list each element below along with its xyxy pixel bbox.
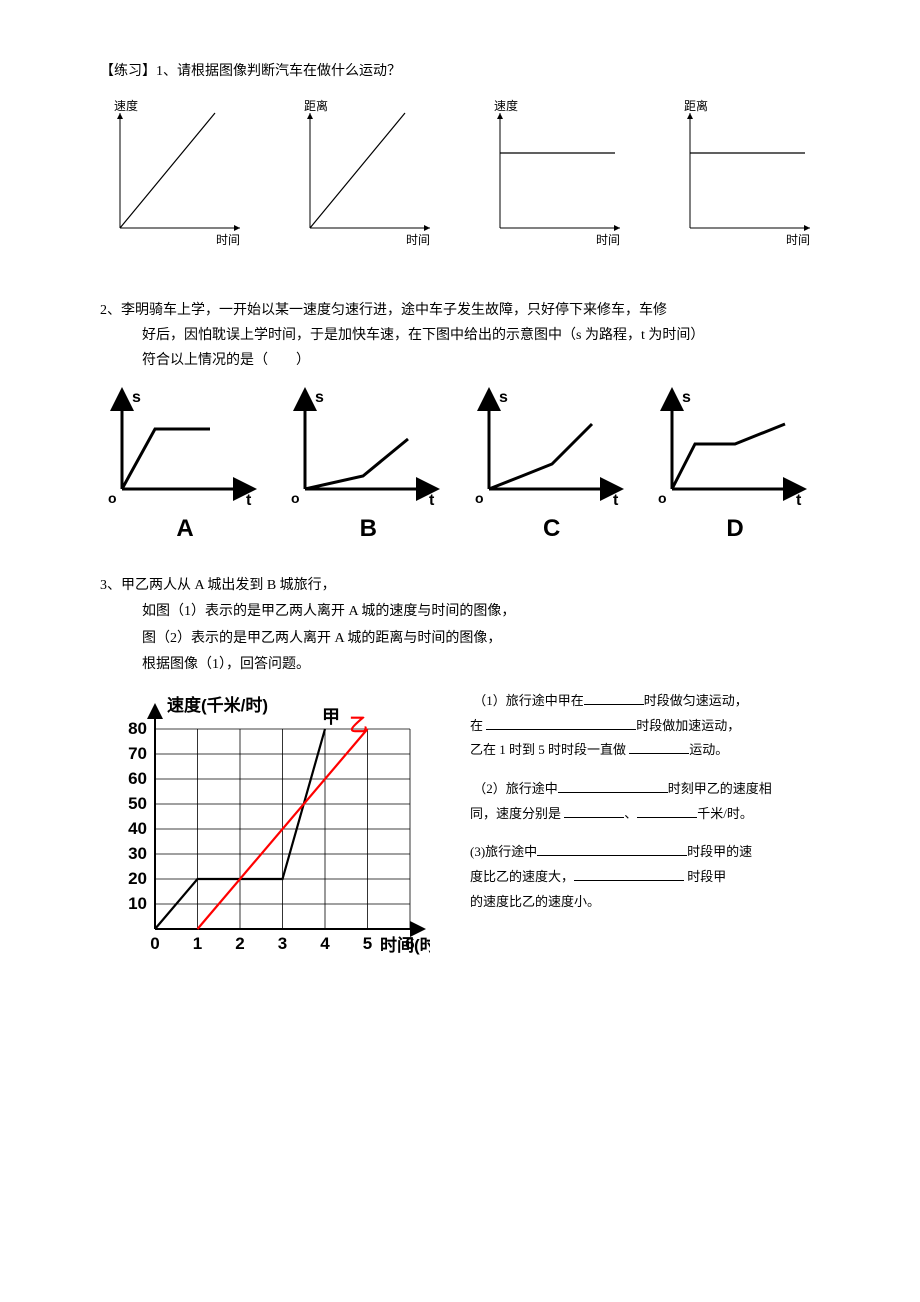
q2-option-chart[interactable]: s o t C [467,384,637,543]
svg-text:时间: 时间 [216,233,240,247]
q3-line3: 图（2）表示的是甲乙两人离开 A 城的距离与时间的图像， [100,626,820,653]
q1-mini-chart: 速度 时间 [480,98,670,258]
blank[interactable] [558,779,668,793]
q2-option-label: A [100,515,270,543]
q2-charts-row: s o t A s o t B s o [100,384,820,543]
q2-option-chart[interactable]: s o t B [283,384,453,543]
q3-line2: 如图（1）表示的是甲乙两人离开 A 城的速度与时间的图像， [100,599,820,626]
q3-sub3: (3)旅行途中 时段甲的速 度比乙的速度大， 时段甲 的速度比乙的速度小。 [470,840,820,914]
svg-text:o: o [658,490,667,506]
blank[interactable] [564,804,624,818]
svg-text:o: o [475,490,484,506]
q3-chart: 10203040506070800123456 速度(千米/时) 时间(时) 甲… [100,689,420,974]
q2-option-chart[interactable]: s o t D [650,384,820,543]
svg-text:50: 50 [128,794,147,813]
q3-sub2: （2）旅行途中 时刻甲乙的速度相 同，速度分别是 、 千米/时。 [470,777,820,826]
svg-text:2: 2 [235,934,244,953]
svg-text:s: s [499,389,508,406]
svg-text:30: 30 [128,844,147,863]
q2-text: 2、李明骑车上学，一开始以某一速度匀速行进，途中车子发生故障，只好停下来修车，车… [100,298,820,374]
svg-text:1: 1 [193,934,202,953]
svg-text:40: 40 [128,819,147,838]
blank[interactable] [584,691,644,705]
svg-text:距离: 距离 [684,98,708,113]
q3-r3c: 度比乙的速度大， [470,869,574,884]
q1-title: 【练习】1、请根据图像判断汽车在做什么运动？ [100,60,820,80]
q3-line1: 3、甲乙两人从 A 城出发到 B 城旅行， [100,573,820,600]
blank[interactable] [574,867,684,881]
q3-r3d: 时段甲 [684,869,726,884]
q3-r1d: 时段做加速运动， [636,718,740,733]
q1-charts-row: 速度 时间 距离 时间 速度 时间 [100,98,820,258]
svg-text:5: 5 [363,934,372,953]
svg-text:20: 20 [128,869,147,888]
svg-text:o: o [108,490,117,506]
svg-text:距离: 距离 [304,98,328,113]
svg-text:s: s [315,389,324,406]
q3-r2e: 千米/时。 [697,806,753,821]
q3-r2d: 、 [624,806,637,821]
svg-text:t: t [796,492,802,509]
q1-mini-chart: 距离 时间 [670,98,860,258]
svg-text:t: t [429,492,435,509]
svg-text:时间: 时间 [786,233,810,247]
q2-option-label: D [650,515,820,543]
q3-r1b: 时段做匀速运动， [644,693,748,708]
q3-r1f: 运动。 [689,742,728,757]
svg-text:s: s [132,389,141,406]
q3-r1a: （1）旅行途中甲在 [473,693,584,708]
svg-text:70: 70 [128,744,147,763]
svg-text:时间: 时间 [596,233,620,247]
q3-questions: （1）旅行途中甲在 时段做匀速运动， 在 时段做加速运动， 乙在 1 时到 5 时… [420,689,820,974]
svg-text:10: 10 [128,894,147,913]
svg-text:60: 60 [128,769,147,788]
q2-line1: 2、李明骑车上学，一开始以某一速度匀速行进，途中车子发生故障，只好停下来修车，车… [100,298,820,323]
q1-mini-chart: 距离 时间 [290,98,480,258]
q3-r3a: (3)旅行途中 [470,844,537,859]
svg-text:甲: 甲 [322,707,340,727]
q3-line4: 根据图像（1），回答问题。 [100,652,820,679]
q3-r1c: 在 [470,718,483,733]
svg-text:0: 0 [150,934,159,953]
svg-text:80: 80 [128,719,147,738]
q3-text: 3、甲乙两人从 A 城出发到 B 城旅行， 如图（1）表示的是甲乙两人离开 A … [100,573,820,679]
q2-option-chart[interactable]: s o t A [100,384,270,543]
q1-mini-chart: 速度 时间 [100,98,290,258]
q3-body: 10203040506070800123456 速度(千米/时) 时间(时) 甲… [100,689,820,974]
q3-r1e: 乙在 1 时到 5 时时段一直做 [470,742,626,757]
q2-line2: 好后，因怕耽误上学时间，于是加快车速，在下图中给出的示意图中（s 为路程，t 为… [100,323,820,348]
svg-text:t: t [246,492,252,509]
q2-option-label: B [283,515,453,543]
svg-text:3: 3 [278,934,287,953]
q3-sub1: （1）旅行途中甲在 时段做匀速运动， 在 时段做加速运动， 乙在 1 时到 5 时… [470,689,820,763]
blank[interactable] [637,804,697,818]
q2-line3: 符合以上情况的是（ ） [100,348,820,373]
blank[interactable] [537,842,687,856]
q3-r3e: 的速度比乙的速度小。 [470,894,600,909]
svg-text:速度: 速度 [494,98,518,113]
q2-option-label: C [467,515,637,543]
svg-text:s: s [682,389,691,406]
q3-r2b: 时刻甲乙的速度相 [668,781,772,796]
q3-r3b: 时段甲的速 [687,844,752,859]
blank[interactable] [629,740,689,754]
svg-text:o: o [291,490,300,506]
svg-text:速度: 速度 [114,98,138,113]
svg-text:速度(千米/时): 速度(千米/时) [167,695,268,715]
svg-text:时间: 时间 [406,233,430,247]
q3-r2a: （2）旅行途中 [473,781,558,796]
svg-text:t: t [613,492,619,509]
blank[interactable] [486,716,636,730]
svg-text:乙: 乙 [350,715,368,735]
q3-r2c: 同，速度分别是 [470,806,561,821]
svg-text:4: 4 [320,934,330,953]
